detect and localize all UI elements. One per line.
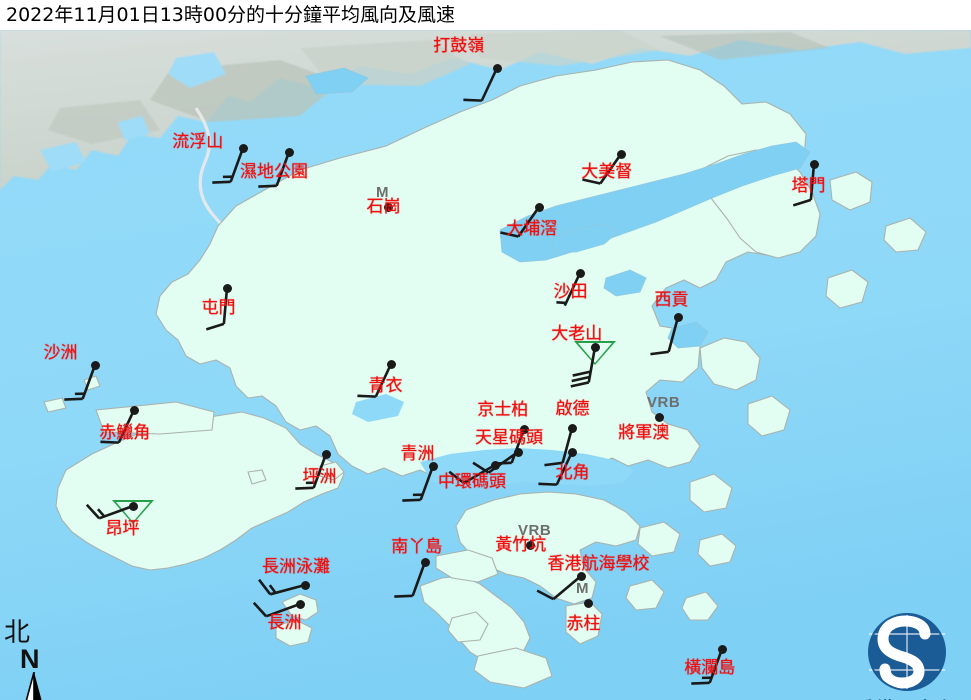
station-dot <box>284 147 294 157</box>
station-dot <box>383 202 393 212</box>
station-label: 流浮山 <box>172 132 224 152</box>
map-canvas[interactable]: 打鼓嶺 流浮山 濕地公園 M 石崗 大美督 大埔滘 塔門 屯門 沙田 西貢 大老山 沙洲 赤鱲角 青衣 京士柏… <box>0 30 971 700</box>
map-basemap <box>0 30 971 700</box>
station-label: 塔門 <box>791 176 826 196</box>
north-arrow: 北 N <box>4 620 74 700</box>
station-dot <box>428 461 438 471</box>
station-dot <box>616 149 626 159</box>
station-dot <box>567 423 577 433</box>
station-label: 石崗 <box>366 197 401 217</box>
station-label: 香港航海學校 <box>547 554 650 574</box>
station-label: 沙田 <box>553 282 588 302</box>
station-dot <box>128 501 138 511</box>
station-dot <box>490 460 500 470</box>
station-dot <box>534 202 544 212</box>
station-dot <box>386 359 396 369</box>
hko-emblem-icon <box>868 613 946 691</box>
north-label-cn: 北 <box>4 618 31 648</box>
station-label: 啟德 <box>555 399 590 419</box>
station-label: 大老山 <box>551 324 603 344</box>
station-dot <box>321 449 331 459</box>
station-dot <box>717 644 727 654</box>
station-dot <box>129 405 139 415</box>
station-dot <box>513 447 523 457</box>
station-label: 天星碼頭 <box>475 428 543 448</box>
station-dot <box>519 424 529 434</box>
station-label: 青洲 <box>400 444 435 464</box>
page-title: 2022年11月01日13時00分的十分鐘平均風向及風速 <box>6 4 456 26</box>
station-label: 沙洲 <box>43 343 78 363</box>
station-dot <box>222 283 232 293</box>
station-dot <box>673 312 683 322</box>
station-label: 北角 <box>555 463 590 483</box>
station-dot <box>809 159 819 169</box>
station-dot <box>654 412 664 422</box>
station-label: 青衣 <box>368 376 403 396</box>
station-label: 赤柱 <box>566 614 601 634</box>
station-label: 長洲 <box>267 613 302 633</box>
station-dot <box>492 63 502 73</box>
station-dot <box>575 268 585 278</box>
station-dot <box>300 580 310 590</box>
north-needle-icon <box>25 672 42 700</box>
station-dot <box>583 598 593 608</box>
station-dot <box>295 599 305 609</box>
station-label: 西貢 <box>654 290 689 310</box>
station-label: 赤鱲角 <box>99 423 151 443</box>
station-flag-vrb: VRB <box>647 394 681 411</box>
station-dot <box>90 360 100 370</box>
station-label: 中環碼頭 <box>438 472 506 492</box>
station-flag-m: M <box>376 184 389 201</box>
station-flag-vrb: VRB <box>518 522 552 539</box>
title-bar: 2022年11月01日13時00分的十分鐘平均風向及風速 <box>0 0 971 30</box>
station-dot <box>590 342 600 352</box>
station-label: 將軍澳 <box>618 423 670 443</box>
station-label: 打鼓嶺 <box>433 36 485 56</box>
logo-name-cn: 香港天文台 <box>843 694 971 700</box>
station-label: 橫瀾島 <box>684 658 736 678</box>
hko-logo: 香港天文台 HONG KONG OBSERVATORY <box>843 612 971 700</box>
station-label: 大埔滘 <box>506 219 558 239</box>
station-flag-m: M <box>576 580 589 597</box>
station-dot <box>238 143 248 153</box>
station-label: 屯門 <box>201 298 236 318</box>
station-dot <box>420 557 430 567</box>
station-label: 濕地公園 <box>240 162 308 182</box>
station-label: 大美督 <box>581 162 633 182</box>
station-label: 京士柏 <box>477 400 529 420</box>
station-dot <box>576 571 586 581</box>
station-dot <box>567 447 577 457</box>
station-label: 昂坪 <box>105 519 140 539</box>
station-label: 坪洲 <box>302 467 337 487</box>
station-label: 黃竹坑 <box>495 535 547 555</box>
station-label: 南丫島 <box>391 537 443 557</box>
station-label: 長洲泳灘 <box>262 557 330 577</box>
station-dot <box>525 540 535 550</box>
north-label-en: N <box>20 644 40 674</box>
